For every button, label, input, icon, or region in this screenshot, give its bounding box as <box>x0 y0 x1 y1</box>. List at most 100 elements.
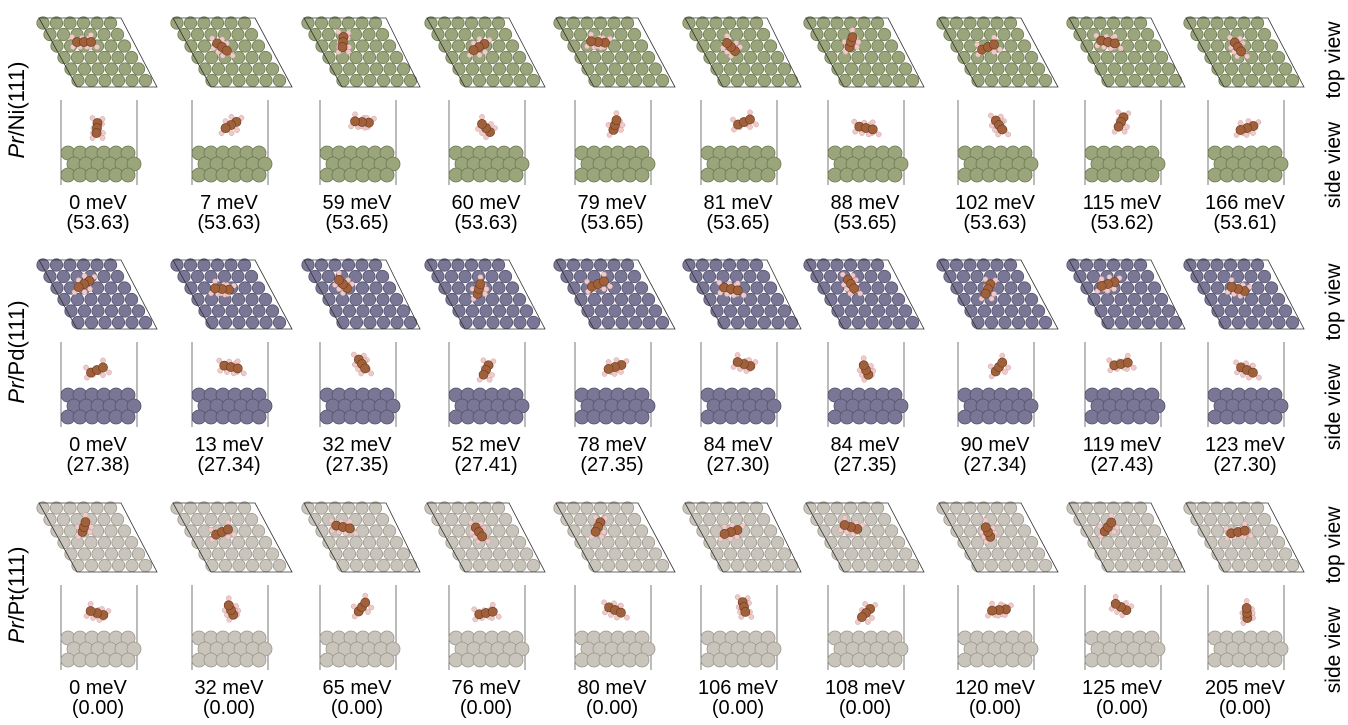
surface-atom <box>628 315 643 330</box>
hydrogen-atom <box>1111 529 1117 535</box>
energy-label: 90 meV (27.34) <box>930 435 1060 475</box>
surface-atom <box>1161 304 1176 318</box>
surface-atom <box>251 409 267 425</box>
surface-atom <box>49 501 64 515</box>
surface-atom <box>905 73 920 88</box>
hydrogen-atom <box>601 271 607 278</box>
hydrogen-atom <box>849 27 856 33</box>
surface-atom <box>641 292 656 307</box>
surface-atom <box>478 258 492 272</box>
surface-atom <box>628 535 642 550</box>
surface-atom <box>1004 304 1019 318</box>
molecule <box>1227 34 1250 60</box>
surface-atom <box>1257 269 1272 284</box>
surface-atom <box>831 62 845 76</box>
surface-atom <box>760 409 776 425</box>
carbon-atom <box>1239 525 1250 536</box>
surface-atom <box>512 535 527 550</box>
top-view <box>1183 16 1305 88</box>
side-view <box>448 342 530 427</box>
surface-atom <box>991 62 1005 76</box>
hydrogen-atom <box>495 613 502 620</box>
surface-atom <box>682 501 696 515</box>
surface-atom <box>190 269 205 284</box>
surface-atom <box>627 27 642 42</box>
unit-cell-outline <box>1185 259 1305 330</box>
hydrogen-atom <box>740 292 747 299</box>
surface-atom <box>190 512 205 527</box>
surface-atom <box>379 652 395 668</box>
surface-atom <box>322 292 336 307</box>
surface-atom <box>64 304 78 318</box>
magnetic-value: (53.63) <box>963 212 1027 234</box>
surface-atom <box>1204 50 1218 65</box>
surface-atom <box>1223 501 1238 515</box>
surface-atom <box>730 558 745 573</box>
surface-atom <box>204 50 219 65</box>
surface-atom <box>581 62 595 76</box>
top-view <box>424 258 546 330</box>
surface-atom <box>1271 292 1286 307</box>
surface-atom <box>238 547 253 561</box>
configuration-panel: 90 meV (27.34) <box>930 247 1060 482</box>
surface-atom <box>744 315 758 330</box>
surface-atom <box>485 50 500 65</box>
surface-atom <box>1238 547 1252 561</box>
surface-atom <box>567 39 581 53</box>
surface-atom <box>204 512 218 527</box>
surface-atom <box>601 292 615 307</box>
surface-atom <box>695 501 710 515</box>
molecule <box>1233 118 1262 138</box>
row-label: Pr/Ni(111) <box>4 62 30 159</box>
surface-atom <box>238 281 252 295</box>
top-view <box>553 16 676 88</box>
row-label-italic: Pr <box>4 381 29 404</box>
relative-energy: 78 meV <box>577 434 647 456</box>
relative-energy: 166 meV <box>1204 192 1286 214</box>
unit-cell-outline <box>172 17 293 88</box>
hydrogen-atom <box>87 529 93 535</box>
surface-atom <box>57 535 71 550</box>
surface-atom <box>506 304 520 318</box>
surface-atom <box>601 315 616 330</box>
surface-atom <box>756 269 771 284</box>
surface-atom <box>857 501 871 515</box>
hydrogen-atom <box>368 370 374 377</box>
structure-image <box>936 16 1059 185</box>
surface-atom <box>936 16 950 30</box>
surface-atom <box>485 512 499 527</box>
surface-atom <box>97 50 112 65</box>
surface-atom <box>634 281 649 295</box>
side-view-label: side view <box>1322 606 1345 694</box>
surface-atom <box>63 524 78 538</box>
surface-atom <box>315 281 329 295</box>
magnetic-value: (53.65) <box>706 212 770 234</box>
surface-atom <box>749 258 764 272</box>
surface-atom <box>1257 512 1272 527</box>
carbon-atom <box>86 37 96 47</box>
surface-atom <box>265 547 280 561</box>
surface-atom <box>573 269 588 284</box>
surface-atom <box>120 409 136 425</box>
surface-atom <box>1066 501 1080 515</box>
surface-atom <box>1141 73 1156 88</box>
surface-atom <box>1017 281 1032 295</box>
surface-atom <box>963 16 977 30</box>
surface-atom <box>43 512 57 527</box>
magnetic-value: (53.65) <box>580 212 644 234</box>
surface-atom <box>764 304 778 318</box>
surface-atom <box>505 281 520 295</box>
surface-atom <box>628 558 643 573</box>
surface-atom <box>369 524 383 538</box>
surface-atom <box>757 315 772 330</box>
configuration-panel: 79 meV (53.65) <box>547 5 677 240</box>
surface-atom <box>314 258 329 272</box>
surface-atom <box>560 269 574 284</box>
surface-atom <box>1278 62 1293 76</box>
surface-atom <box>1272 315 1286 330</box>
surface-atom <box>506 547 520 561</box>
surface-atom <box>1011 292 1025 307</box>
surface-atom <box>1258 73 1273 88</box>
side-view <box>700 585 782 670</box>
